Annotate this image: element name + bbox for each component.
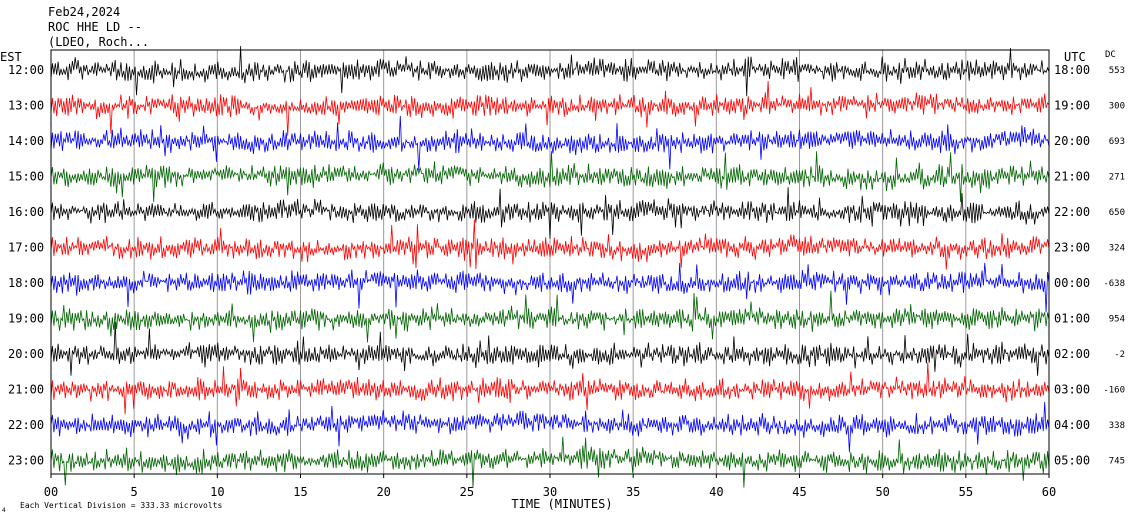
- x-tick-label: 10: [210, 485, 224, 499]
- seismic-trace: [50, 115, 1050, 171]
- dc-offset-value: -638: [1103, 279, 1125, 289]
- x-tick-label: 5: [131, 485, 138, 499]
- est-time-label: 17:00: [8, 241, 44, 255]
- axis-labels: 00 5 10 15 20 25 30 35 40 45 50 55 60 12:00 18:00 553 13…: [8, 63, 1125, 499]
- utc-time-label: 04:00: [1054, 418, 1090, 432]
- x-tick-label: 60: [1042, 485, 1056, 499]
- utc-axis-label: UTC: [1064, 50, 1086, 64]
- seismic-trace: [50, 151, 1050, 203]
- utc-time-label: 18:00: [1054, 63, 1090, 77]
- dc-offset-value: -2: [1114, 350, 1125, 360]
- dc-offset-value: 954: [1109, 315, 1125, 325]
- x-axis-title: TIME (MINUTES): [511, 497, 612, 511]
- x-tick-label: 25: [460, 485, 474, 499]
- seismic-trace: [50, 80, 1050, 136]
- x-tick-label: 20: [376, 485, 390, 499]
- seismic-trace: [50, 436, 1050, 489]
- scale-note: Each Vertical Division = 333.33 microvol…: [20, 501, 222, 510]
- seismic-trace: [50, 401, 1050, 453]
- x-tick-label: 40: [709, 485, 723, 499]
- grid-lines: [133, 50, 967, 474]
- est-time-label: 16:00: [8, 205, 44, 219]
- seismic-trace: [50, 219, 1050, 270]
- dc-offset-label: DC: [1105, 50, 1116, 60]
- dc-offset-value: 745: [1109, 457, 1125, 467]
- est-time-label: 23:00: [8, 454, 44, 468]
- utc-time-label: 21:00: [1054, 170, 1090, 184]
- x-tick-label: 35: [626, 485, 640, 499]
- dc-offset-value: 271: [1109, 173, 1125, 183]
- station-code: ROC HHE LD --: [48, 20, 142, 34]
- utc-time-label: 03:00: [1054, 383, 1090, 397]
- seismic-trace: [50, 290, 1050, 343]
- seismic-trace: [50, 46, 1050, 97]
- utc-time-label: 20:00: [1054, 134, 1090, 148]
- chart-date: Feb24,2024: [48, 5, 120, 19]
- dc-offset-value: 338: [1109, 421, 1125, 431]
- utc-time-label: 22:00: [1054, 205, 1090, 219]
- x-tick-label: 50: [875, 485, 889, 499]
- x-tick-label: 55: [959, 485, 973, 499]
- est-time-label: 14:00: [8, 134, 44, 148]
- dc-offset-value: 553: [1109, 66, 1125, 76]
- seismic-trace: [50, 321, 1050, 376]
- est-time-label: 22:00: [8, 418, 44, 432]
- x-tick-label: 45: [792, 485, 806, 499]
- dc-offset-value: -160: [1103, 386, 1125, 396]
- dc-offset-value: 324: [1109, 244, 1125, 254]
- utc-time-label: 05:00: [1054, 454, 1090, 468]
- dc-offset-value: 693: [1109, 137, 1125, 147]
- utc-time-label: 01:00: [1054, 312, 1090, 326]
- x-tick-label: 15: [293, 485, 307, 499]
- seismic-traces: [50, 46, 1050, 489]
- dc-offset-value: 300: [1109, 102, 1125, 112]
- x-tick-label: 00: [44, 485, 58, 499]
- est-time-label: 12:00: [8, 63, 44, 77]
- x-tick-label: 30: [543, 485, 557, 499]
- est-time-label: 15:00: [8, 170, 44, 184]
- est-time-label: 21:00: [8, 383, 44, 397]
- est-time-label: 20:00: [8, 347, 44, 361]
- utc-time-label: 19:00: [1054, 99, 1090, 113]
- utc-time-label: 00:00: [1054, 276, 1090, 290]
- est-time-label: 13:00: [8, 99, 44, 113]
- dc-offset-value: 650: [1109, 208, 1125, 218]
- seismic-trace: [50, 187, 1050, 239]
- utc-time-label: 02:00: [1054, 347, 1090, 361]
- seismic-trace: [50, 262, 1050, 313]
- corner-mark: 4: [2, 507, 6, 514]
- station-location: (LDEO, Roch...: [48, 35, 149, 49]
- est-time-label: 18:00: [8, 276, 44, 290]
- est-axis-label: EST: [0, 50, 22, 64]
- est-time-label: 19:00: [8, 312, 44, 326]
- seismic-trace: [50, 362, 1050, 415]
- utc-time-label: 23:00: [1054, 241, 1090, 255]
